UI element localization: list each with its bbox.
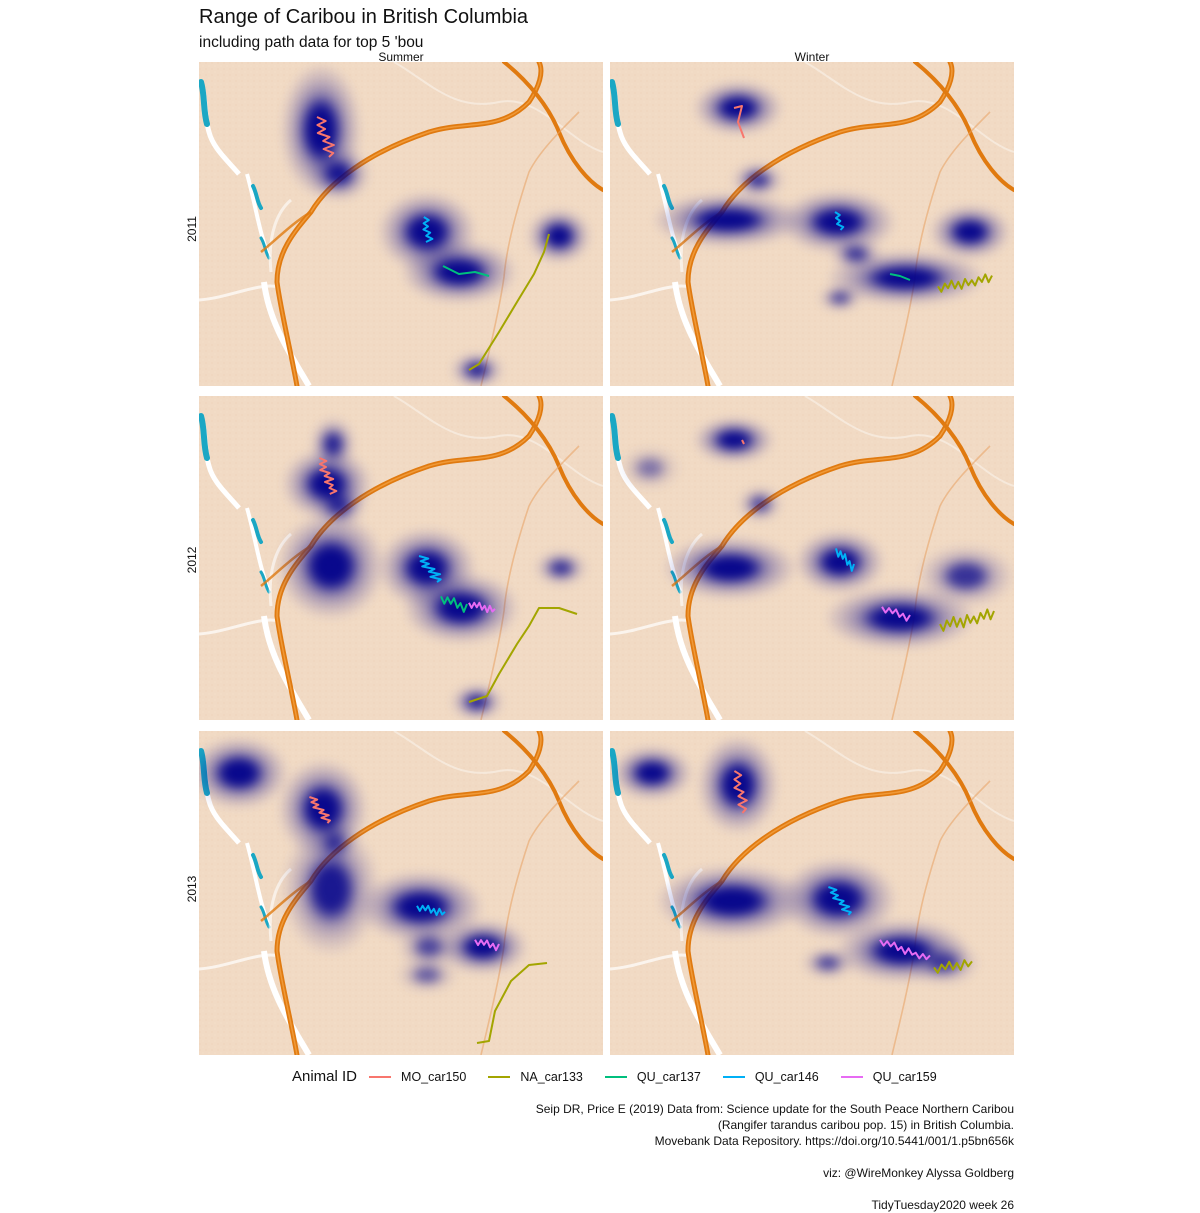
legend-swatch bbox=[840, 1075, 863, 1078]
density-layer bbox=[280, 418, 587, 719]
map-svg bbox=[199, 396, 603, 720]
path-na_car133 bbox=[933, 959, 973, 974]
legend-item-na-car133: NA_car133 bbox=[488, 1070, 583, 1084]
column-label-summer: Summer bbox=[378, 50, 424, 64]
path-qu_car159 bbox=[879, 939, 931, 961]
row-label-2013: 2013 bbox=[185, 875, 199, 903]
path-mo_car150 bbox=[318, 457, 338, 495]
path-layer bbox=[733, 105, 993, 293]
path-layer bbox=[741, 439, 995, 632]
legend-label: QU_car137 bbox=[636, 1069, 701, 1084]
path-mo_car150 bbox=[316, 116, 335, 158]
path-mo_car150 bbox=[733, 105, 745, 139]
caption-line: Seip DR, Price E (2019) Data from: Scien… bbox=[535, 1102, 1014, 1116]
chart-subtitle: including path data for top 5 'bou bbox=[199, 34, 424, 51]
legend-label: QU_car159 bbox=[872, 1069, 937, 1084]
caption: Seip DR, Price E (2019) Data from: Scien… bbox=[536, 1101, 1014, 1213]
map-svg bbox=[610, 62, 1014, 386]
map-svg bbox=[610, 731, 1014, 1055]
map-panel-summer-2012 bbox=[199, 396, 603, 720]
path-na_car133 bbox=[468, 233, 550, 371]
caption-line: TidyTuesday2020 week 26 bbox=[871, 1198, 1014, 1212]
path-qu_car159 bbox=[881, 606, 911, 622]
caption-line: (Rangifer tarandus caribou pop. 15) in B… bbox=[717, 1118, 1014, 1132]
legend-label: NA_car133 bbox=[520, 1069, 583, 1084]
map-svg bbox=[199, 731, 603, 1055]
path-na_car133 bbox=[476, 962, 548, 1044]
legend-swatch bbox=[722, 1075, 745, 1078]
map-svg bbox=[610, 396, 1014, 720]
path-qu_car146 bbox=[834, 211, 845, 231]
legend-label: QU_car146 bbox=[754, 1069, 819, 1084]
path-qu_car159 bbox=[474, 939, 500, 952]
path-qu_car146 bbox=[828, 886, 852, 916]
path-qu_car137 bbox=[442, 265, 490, 277]
legend-item-qu-car159: QU_car159 bbox=[840, 1069, 937, 1084]
map-panel-summer-2011 bbox=[199, 62, 603, 386]
path-layer bbox=[733, 770, 973, 974]
density-layer bbox=[199, 739, 525, 992]
row-label-2011: 2011 bbox=[185, 216, 199, 242]
legend-swatch bbox=[369, 1075, 392, 1078]
path-na_car133 bbox=[468, 607, 578, 703]
path-qu_car159 bbox=[468, 601, 496, 614]
path-qu_car146 bbox=[835, 548, 855, 572]
legend-title: Animal ID bbox=[292, 1068, 358, 1085]
map-svg bbox=[199, 62, 603, 386]
legend-item-qu-car146: QU_car146 bbox=[722, 1069, 819, 1084]
path-qu_car137 bbox=[889, 273, 911, 281]
caption-line: viz: @WireMonkey Alyssa Goldberg bbox=[823, 1166, 1014, 1180]
density-layer bbox=[629, 419, 1013, 648]
path-mo_car150 bbox=[733, 770, 748, 814]
legend-swatch bbox=[488, 1075, 511, 1078]
legend: Animal ID MO_car150 NA_car133 QU_car137 … bbox=[292, 1068, 959, 1085]
path-qu_car137 bbox=[440, 595, 468, 613]
chart-title: Range of Caribou in British Columbia bbox=[199, 6, 529, 28]
map-panel-winter-2013 bbox=[610, 731, 1014, 1055]
legend-swatch bbox=[604, 1075, 627, 1078]
path-na_car133 bbox=[937, 273, 993, 293]
path-qu_car146 bbox=[422, 216, 434, 243]
legend-item-mo-car150: MO_car150 bbox=[369, 1070, 466, 1084]
caption-line: Movebank Data Repository. https://doi.or… bbox=[654, 1134, 1014, 1148]
path-layer bbox=[316, 116, 550, 371]
legend-label: MO_car150 bbox=[401, 1069, 467, 1084]
row-label-2012: 2012 bbox=[185, 546, 199, 574]
legend-item-qu-car137: QU_car137 bbox=[604, 1069, 701, 1084]
map-panel-winter-2012 bbox=[610, 396, 1014, 720]
column-label-winter: Winter bbox=[794, 50, 830, 64]
path-na_car133 bbox=[939, 608, 995, 632]
map-panel-summer-2013 bbox=[199, 731, 603, 1055]
path-qu_car146 bbox=[416, 904, 446, 917]
path-mo_car150 bbox=[741, 439, 745, 445]
map-panel-winter-2011 bbox=[610, 62, 1014, 386]
path-layer bbox=[309, 796, 548, 1044]
path-mo_car150 bbox=[309, 796, 331, 824]
path-qu_car146 bbox=[418, 555, 442, 583]
path-layer bbox=[318, 457, 578, 703]
